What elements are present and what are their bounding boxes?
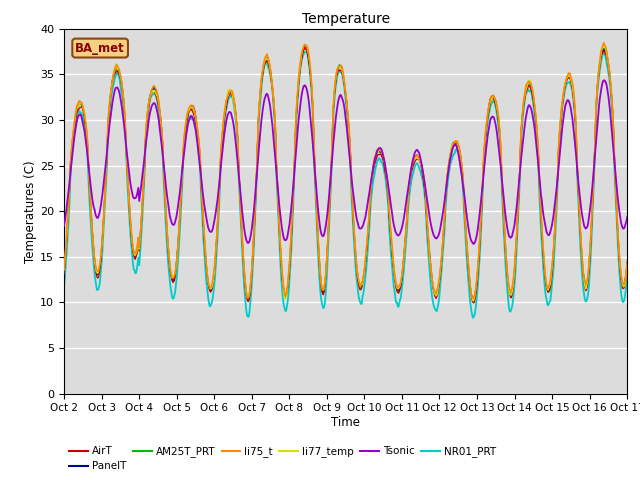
li75_t	[244, 295, 252, 301]
li75_t	[186, 104, 193, 110]
AirT	[60, 271, 68, 277]
PanelT	[244, 297, 252, 302]
AM25T_PRT	[470, 298, 477, 303]
li75_t	[215, 189, 223, 195]
AM25T_PRT	[301, 43, 309, 48]
AirT	[301, 45, 309, 50]
NR01_PRT	[469, 315, 477, 321]
li75_t	[431, 289, 439, 295]
Legend: AirT, PanelT, AM25T_PRT, li75_t, li77_temp, Tsonic, NR01_PRT: AirT, PanelT, AM25T_PRT, li75_t, li77_te…	[69, 446, 496, 471]
Tsonic	[414, 148, 422, 154]
li77_temp	[601, 42, 609, 48]
Tsonic	[128, 190, 136, 195]
PanelT	[70, 123, 78, 129]
AirT	[70, 124, 78, 130]
li77_temp	[623, 260, 631, 266]
Line: li77_temp: li77_temp	[64, 45, 627, 300]
li77_temp	[60, 267, 68, 273]
AM25T_PRT	[431, 292, 439, 298]
AM25T_PRT	[415, 156, 422, 161]
Tsonic	[215, 182, 223, 188]
PanelT	[623, 259, 631, 265]
AM25T_PRT	[186, 108, 193, 113]
li77_temp	[431, 290, 438, 296]
X-axis label: Time: Time	[331, 416, 360, 429]
li77_temp	[128, 239, 136, 244]
Line: Tsonic: Tsonic	[64, 80, 627, 244]
NR01_PRT	[215, 204, 223, 209]
li75_t	[623, 258, 631, 264]
PanelT	[215, 191, 223, 197]
AirT	[215, 195, 223, 201]
Tsonic	[70, 136, 78, 142]
AirT	[186, 108, 193, 114]
li75_t	[128, 238, 136, 243]
li75_t	[600, 40, 607, 46]
li75_t	[60, 267, 68, 273]
li77_temp	[215, 192, 223, 197]
AirT	[431, 294, 439, 300]
PanelT	[60, 268, 68, 274]
AM25T_PRT	[60, 270, 68, 276]
AirT	[470, 300, 477, 306]
Line: PanelT: PanelT	[64, 46, 627, 300]
Tsonic	[470, 241, 477, 247]
Tsonic	[431, 234, 438, 240]
Line: NR01_PRT: NR01_PRT	[64, 52, 627, 318]
AirT	[623, 262, 631, 268]
AirT	[128, 243, 136, 249]
li75_t	[70, 120, 78, 126]
Line: AM25T_PRT: AM25T_PRT	[64, 46, 627, 300]
Tsonic	[623, 214, 631, 220]
PanelT	[301, 43, 308, 49]
AM25T_PRT	[128, 241, 136, 247]
NR01_PRT	[431, 306, 439, 312]
Line: AirT: AirT	[64, 48, 627, 303]
Tsonic	[186, 117, 193, 122]
Line: li75_t: li75_t	[64, 43, 627, 298]
AM25T_PRT	[623, 259, 631, 264]
NR01_PRT	[128, 252, 136, 258]
Tsonic	[601, 77, 609, 83]
NR01_PRT	[623, 274, 631, 280]
PanelT	[128, 239, 136, 245]
AM25T_PRT	[70, 123, 78, 129]
Tsonic	[60, 223, 68, 228]
PanelT	[416, 156, 424, 162]
li77_temp	[414, 156, 422, 161]
Text: BA_met: BA_met	[76, 42, 125, 55]
li77_temp	[469, 298, 477, 303]
PanelT	[186, 107, 193, 112]
li77_temp	[70, 121, 78, 127]
Y-axis label: Temperatures (C): Temperatures (C)	[24, 160, 37, 263]
li77_temp	[186, 107, 193, 113]
NR01_PRT	[186, 114, 193, 120]
PanelT	[432, 292, 440, 298]
AM25T_PRT	[215, 194, 223, 200]
li75_t	[415, 154, 422, 160]
NR01_PRT	[301, 49, 308, 55]
NR01_PRT	[70, 130, 78, 136]
Title: Temperature: Temperature	[301, 12, 390, 26]
NR01_PRT	[415, 164, 422, 170]
NR01_PRT	[60, 285, 68, 290]
AirT	[415, 156, 422, 162]
